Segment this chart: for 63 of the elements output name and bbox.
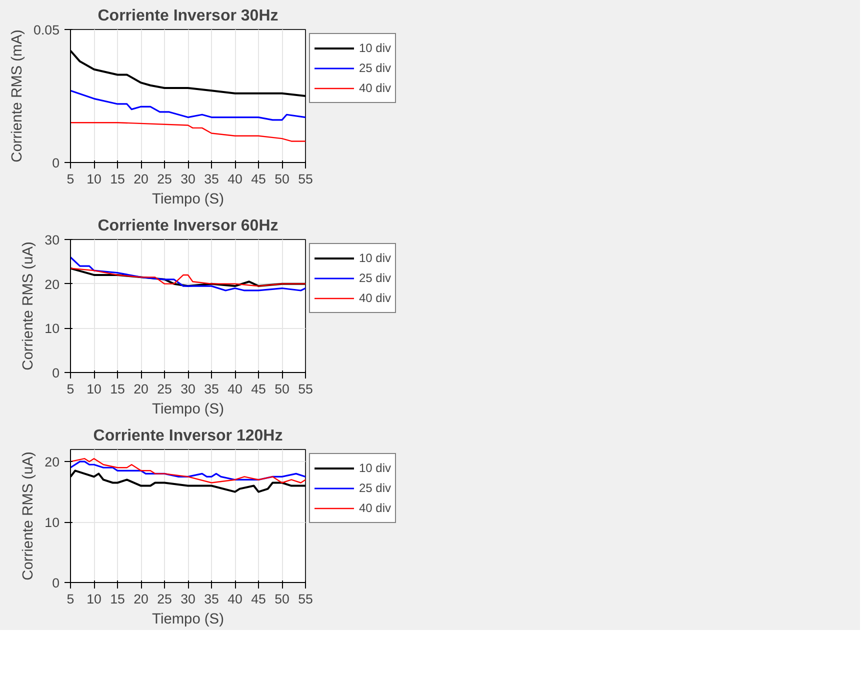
x-tick-label: 10 [86,382,102,396]
x-tick-label: 25 [157,382,172,396]
x-axis-title: Tiempo (S) [152,192,224,208]
x-tick-label: 45 [251,172,266,186]
legend-label: 25 div [359,481,392,495]
y-tick-label: 0.05 [34,22,60,38]
line-series [70,122,306,142]
y-tick-label: 10 [44,515,60,530]
x-tick-label: 15 [110,592,125,606]
legend-label: 25 div [359,61,392,75]
x-tick-label: 50 [274,382,290,396]
x-tick-label: 15 [110,172,125,186]
x-tick-label: 20 [134,592,148,606]
legend-label: 40 div [359,81,392,95]
y-tick-label: 20 [44,454,60,470]
y-tick-label: 0 [52,576,60,590]
x-tick-label: 55 [298,382,313,396]
x-tick-label: 50 [274,592,290,606]
x-axis-title: Tiempo (S) [152,612,224,628]
x-tick-label: 20 [134,382,148,396]
legend-label: 10 div [359,251,392,265]
y-axis-title: Corriente RMS (mA) [10,30,26,162]
legend-label: 10 div [359,41,392,55]
y-axis-title: Corriente RMS (uA) [20,242,37,370]
chart-title: Corriente Inversor 120Hz [93,428,283,444]
y-tick-label: 30 [44,232,60,248]
x-tick-label: 25 [157,172,172,186]
x-tick-label: 30 [180,172,196,186]
x-tick-label: 45 [251,382,266,396]
legend-label: 40 div [359,501,392,515]
x-tick-label: 55 [298,172,313,186]
x-axis-title: Tiempo (S) [152,402,224,418]
chart-title: Corriente Inversor 60Hz [98,218,278,234]
legend-label: 25 div [359,271,392,285]
y-tick-label: 10 [44,321,60,336]
x-tick-label: 40 [228,592,242,606]
y-tick-label: 0 [52,156,60,170]
x-tick-label: 30 [180,382,196,396]
x-tick-label: 30 [180,592,196,606]
x-tick-label: 5 [66,592,74,606]
y-tick-label: 0 [52,366,60,380]
x-tick-label: 35 [204,172,219,186]
y-tick-label: 20 [44,276,60,292]
x-tick-label: 35 [204,382,219,396]
x-tick-label: 15 [110,382,125,396]
x-tick-label: 5 [66,172,74,186]
x-tick-label: 45 [251,592,266,606]
legend-label: 40 div [359,291,392,305]
x-tick-label: 25 [157,592,172,606]
x-tick-label: 10 [86,172,102,186]
x-tick-label: 20 [134,172,148,186]
x-tick-label: 50 [274,172,290,186]
chart-title: Corriente Inversor 30Hz [98,8,278,24]
x-tick-label: 5 [66,382,74,396]
x-tick-label: 55 [298,592,313,606]
legend-label: 10 div [359,461,392,475]
line-series [70,90,306,121]
x-tick-label: 40 [228,172,242,186]
line-series [70,256,306,292]
x-tick-label: 40 [228,382,242,396]
x-tick-label: 35 [204,592,219,606]
y-axis-title: Corriente RMS (uA) [20,452,37,580]
x-tick-label: 10 [86,592,102,606]
